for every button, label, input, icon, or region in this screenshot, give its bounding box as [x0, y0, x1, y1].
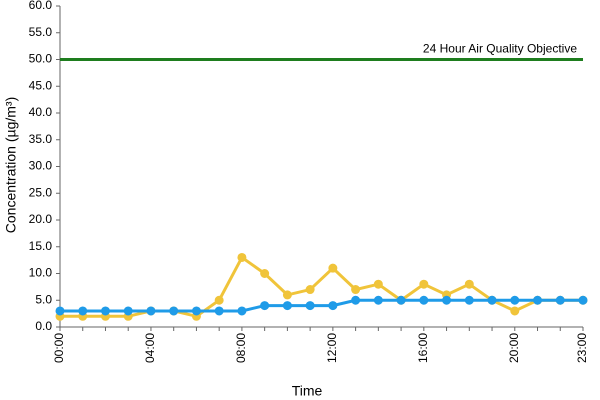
y-tick-label: 5.0	[35, 292, 52, 306]
point	[282, 301, 292, 311]
point	[214, 295, 224, 305]
point	[555, 295, 565, 305]
point	[578, 295, 588, 305]
point	[351, 285, 361, 295]
point	[373, 279, 383, 289]
y-tick-label: 45.0	[29, 78, 53, 92]
point	[78, 306, 88, 316]
y-tick-label: 15.0	[29, 239, 53, 253]
point	[169, 306, 179, 316]
point	[487, 295, 497, 305]
x-tick-label: 00:00	[52, 333, 66, 363]
y-tick-label: 35.0	[29, 132, 53, 146]
point	[214, 306, 224, 316]
point	[328, 301, 338, 311]
point	[305, 301, 315, 311]
point	[260, 301, 270, 311]
point	[373, 295, 383, 305]
y-tick-label: 30.0	[29, 159, 53, 173]
y-tick-label: 10.0	[29, 266, 53, 280]
y-tick-label: 0.0	[35, 319, 52, 333]
point	[396, 295, 406, 305]
point	[419, 279, 429, 289]
y-tick-label: 40.0	[29, 105, 53, 119]
x-tick-label: 20:00	[507, 333, 521, 363]
y-tick-label: 55.0	[29, 25, 53, 39]
x-tick-label: 16:00	[416, 333, 430, 363]
point	[282, 290, 292, 300]
point	[123, 306, 133, 316]
point	[237, 306, 247, 316]
point	[55, 306, 65, 316]
y-tick-label: 50.0	[29, 52, 53, 66]
point	[260, 269, 270, 278]
point	[237, 252, 247, 262]
x-axis-title: Time	[292, 383, 323, 399]
y-tick-label: 60.0	[29, 0, 53, 12]
point	[464, 279, 474, 289]
x-tick-label: 08:00	[234, 333, 248, 363]
objective-label: 24 Hour Air Quality Objective	[423, 42, 577, 56]
point	[510, 295, 520, 305]
y-tick-label: 20.0	[29, 212, 53, 226]
point	[328, 263, 338, 273]
y-axis-title: Concentration (µg/m³)	[3, 97, 19, 233]
point	[146, 306, 156, 316]
point	[351, 295, 361, 305]
y-tick-label: 25.0	[29, 185, 53, 199]
point	[419, 295, 429, 305]
point	[442, 295, 452, 305]
point	[100, 306, 110, 316]
x-tick-label: 04:00	[143, 333, 157, 363]
point	[305, 285, 315, 295]
point	[533, 295, 543, 305]
point	[510, 306, 520, 316]
point	[464, 295, 474, 305]
series-line	[60, 255, 583, 318]
x-tick-label: 23:00	[575, 333, 589, 363]
x-tick-label: 12:00	[325, 333, 339, 363]
point	[191, 306, 201, 316]
